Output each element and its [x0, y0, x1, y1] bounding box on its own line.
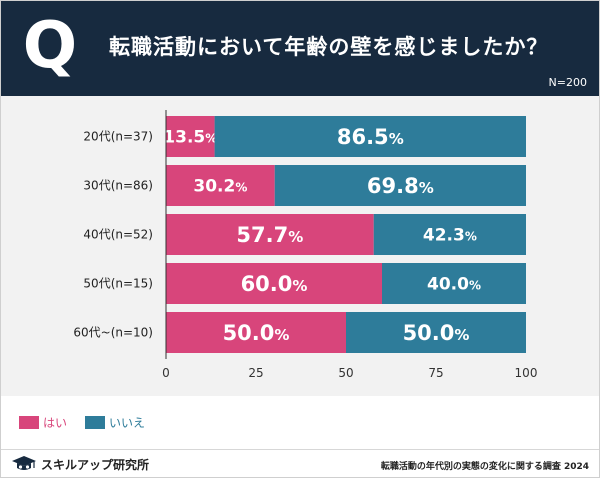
- bar-yes: [166, 312, 346, 353]
- legend-item-no: いいえ: [85, 414, 145, 431]
- footer-divider: [1, 449, 599, 450]
- bar-yes: [166, 116, 215, 157]
- bar-yes: [166, 263, 382, 304]
- category-label: 20代(n=37): [83, 130, 153, 144]
- category-label: 60代~(n=10): [73, 326, 153, 340]
- q-letter: Q: [23, 11, 77, 81]
- x-tick-label: 75: [428, 366, 443, 380]
- data-label: 42.3%: [423, 226, 477, 246]
- data-label: 40.0%: [427, 275, 481, 295]
- brand-name: スキルアップ研究所: [41, 457, 150, 472]
- bar-yes: [166, 214, 374, 255]
- legend-swatch: [19, 416, 39, 429]
- bar-yes: [166, 165, 275, 206]
- category-label: 40代(n=52): [83, 228, 153, 242]
- legend-item-yes: はい: [19, 414, 67, 431]
- bar-no: [382, 263, 526, 304]
- bar-no: [214, 116, 526, 157]
- x-tick-label: 100: [515, 366, 538, 380]
- data-label: 30.2%: [193, 177, 247, 197]
- sample-size-label: N=200: [548, 76, 587, 89]
- data-label: 13.5%: [163, 128, 217, 148]
- question-header: Q 転職活動において年齢の壁を感じましたか？ N=200: [1, 1, 599, 96]
- x-tick-label: 50: [338, 366, 353, 380]
- graduation-cap-icon: [12, 456, 36, 470]
- bar-no: [346, 312, 526, 353]
- category-label: 50代(n=15): [83, 277, 153, 291]
- survey-source: 転職活動の年代別の実態の変化に関する調査 2024: [380, 462, 589, 472]
- stacked-bar-chart: 20代(n=37) 13.5% 86.5%30代(n=86) 30.2% 69.8%40…: [73, 110, 538, 380]
- q-letter-icon: Q: [23, 11, 77, 81]
- chart-legend: はい いいえ: [19, 414, 163, 431]
- question-title: 転職活動において年齢の壁を感じましたか？: [109, 35, 549, 59]
- bar-no: [274, 165, 526, 206]
- x-tick-label: 0: [162, 366, 170, 380]
- legend-swatch: [85, 416, 106, 429]
- legend-label: いいえ: [109, 416, 146, 430]
- x-tick-label: 25: [248, 366, 263, 380]
- brand-logo: スキルアップ研究所: [11, 454, 149, 474]
- bar-no: [373, 214, 526, 255]
- category-label: 30代(n=86): [83, 179, 153, 193]
- legend-label: はい: [43, 416, 68, 430]
